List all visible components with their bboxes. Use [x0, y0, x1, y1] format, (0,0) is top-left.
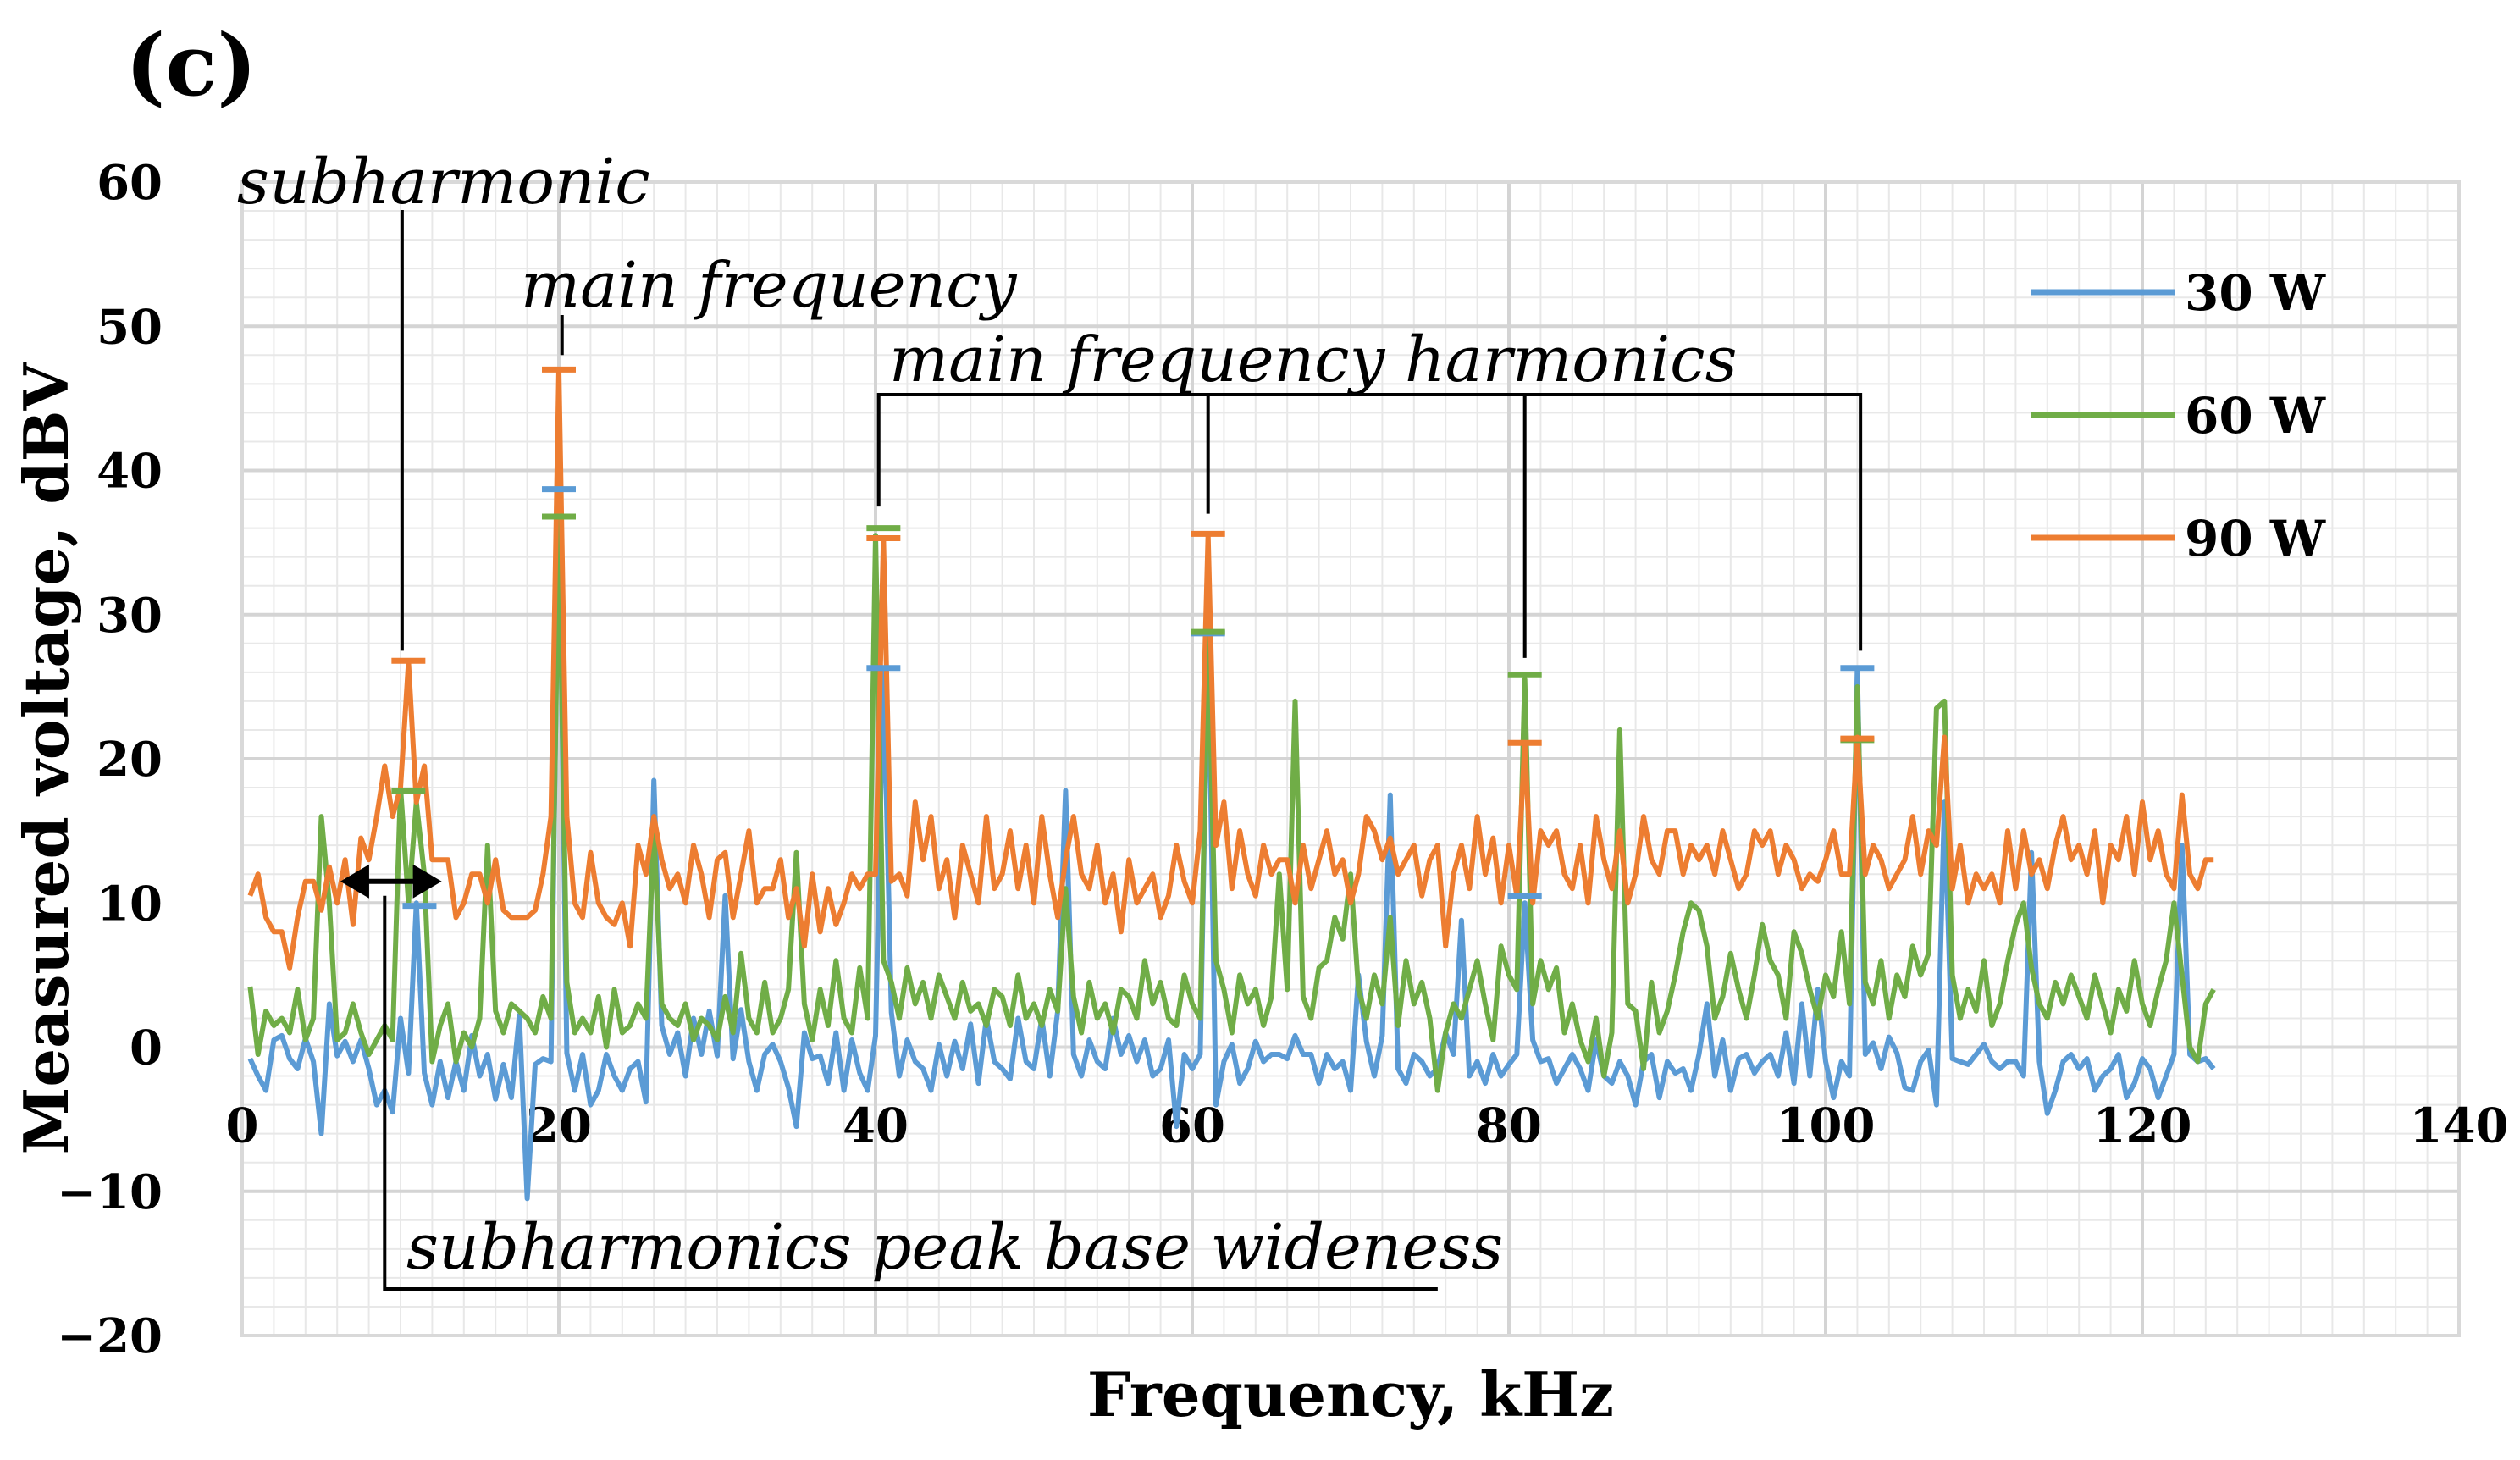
y-tick-label: 0 [130, 1020, 163, 1076]
legend-label-30w: 30 W [2185, 264, 2326, 322]
annotation-harmonics: main frequency harmonics [889, 324, 1738, 396]
x-axis-ticks: 0 20 40 60 80 100 120 140 [226, 1098, 2509, 1154]
y-tick-label: 20 [97, 732, 163, 788]
panel-label: (c) [125, 15, 257, 115]
y-axis-label: Measured voltage, dBV [10, 362, 82, 1155]
x-tick-label: 120 [2093, 1098, 2192, 1154]
x-axis-label: Frequency, kHz [1087, 1358, 1614, 1430]
series-line-90w [247, 367, 2214, 971]
y-tick-label: 50 [97, 299, 163, 355]
series-line-30w [247, 486, 2216, 1202]
y-tick-label: 60 [97, 155, 163, 211]
y-axis-ticks: −20 −10 0 10 20 30 40 50 60 [57, 155, 163, 1364]
annotation-main-frequency: main frequency [521, 249, 1018, 322]
x-tick-label: 80 [1476, 1098, 1542, 1154]
harmonics-bracket [876, 393, 1863, 651]
legend-label-90w: 90 W [2185, 510, 2326, 567]
plot-border [240, 180, 2461, 1337]
y-tick-label: 30 [97, 588, 163, 644]
x-tick-label: 0 [226, 1098, 259, 1154]
x-tick-label: 40 [843, 1098, 909, 1154]
legend-label-60w: 60 W [2185, 387, 2326, 445]
legend: 30 W 60 W 90 W [2031, 264, 2326, 567]
annotation-subharmonic: subharmonic [237, 146, 650, 218]
peak-base-leader-line [383, 895, 1438, 1291]
y-tick-label: 10 [97, 876, 163, 932]
y-tick-label: 40 [97, 444, 163, 500]
arrow-left-head [340, 864, 369, 899]
x-tick-label: 140 [2410, 1098, 2509, 1154]
x-tick-label: 20 [526, 1098, 592, 1154]
series-layer [247, 367, 2216, 1202]
peak-markers [391, 366, 1875, 910]
series-line-60w [247, 518, 2216, 1093]
annotation-peak-base: subharmonics peak base wideness [406, 1211, 1503, 1284]
x-tick-label: 100 [1777, 1098, 1876, 1154]
y-tick-label: −10 [57, 1164, 163, 1220]
annotations [340, 210, 1863, 1291]
arrow-right-head [412, 864, 442, 899]
y-tick-label: −20 [57, 1308, 163, 1364]
x-tick-label: 60 [1159, 1098, 1225, 1154]
